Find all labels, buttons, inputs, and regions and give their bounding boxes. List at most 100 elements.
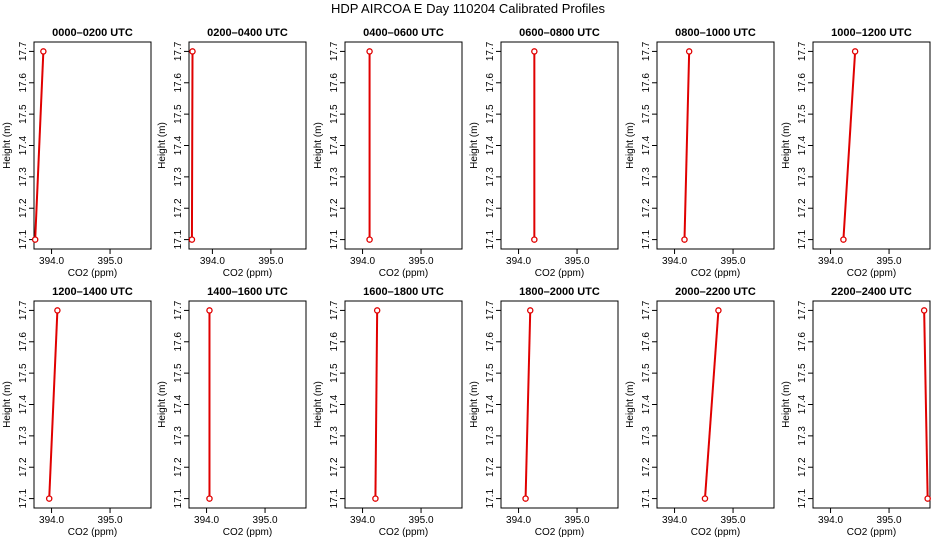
panel-4-ytick-label: 17.5 bbox=[485, 104, 496, 124]
panel-8-ytick-label: 17.1 bbox=[173, 488, 184, 508]
panel-11-xtick-label: 395.0 bbox=[721, 515, 746, 526]
panel-9-ytick-label: 17.3 bbox=[329, 426, 340, 446]
panel-4-ytick-label: 17.2 bbox=[485, 198, 496, 218]
panel-2-ytick-label: 17.3 bbox=[173, 167, 184, 187]
panel-2-profile-line bbox=[190, 51, 194, 240]
panel-3-xlabel: CO2 (ppm) bbox=[379, 268, 428, 279]
panel-10-xlabel: CO2 (ppm) bbox=[535, 527, 584, 538]
panel-9-data-point bbox=[373, 307, 381, 314]
panel-1-ytick-label: 17.5 bbox=[18, 104, 29, 124]
panel-12-profile-line bbox=[923, 310, 929, 499]
panel-10-ytick-label: 17.2 bbox=[485, 457, 496, 477]
panel-9-ytick-label: 17.1 bbox=[329, 488, 340, 508]
panel-5-xlabel: CO2 (ppm) bbox=[691, 268, 740, 279]
panel-9-ytick-label: 17.5 bbox=[329, 363, 340, 383]
panel-5-data-point bbox=[681, 236, 688, 243]
panel-11-profile-line bbox=[703, 310, 720, 499]
panel-3-ytick-label: 17.4 bbox=[329, 135, 340, 155]
panel-2-ytick-label: 17.1 bbox=[173, 229, 184, 249]
panel-1-ylabel: Height (m) bbox=[2, 122, 13, 169]
panel-3-xtick-label: 394.0 bbox=[350, 256, 375, 267]
panel-3-ytick-label: 17.3 bbox=[329, 167, 340, 187]
panel-1-ytick-label: 17.7 bbox=[18, 41, 29, 61]
panel-6-xtick-label: 394.0 bbox=[818, 256, 843, 267]
panel-7-ytick-label: 17.6 bbox=[18, 332, 29, 352]
panel-1-ytick-label: 17.1 bbox=[18, 229, 29, 249]
panel-8-ytick-label: 17.2 bbox=[173, 457, 184, 477]
panel-4-data-point bbox=[531, 48, 538, 55]
panel-2-frame bbox=[188, 41, 307, 250]
panel-2-ytick-label: 17.5 bbox=[173, 104, 184, 124]
panel-1-ytick-label: 17.3 bbox=[18, 167, 29, 187]
panel-9-profile-line bbox=[374, 310, 379, 499]
panel-6-xlabel: CO2 (ppm) bbox=[847, 268, 896, 279]
panel-5-profile-line bbox=[683, 51, 691, 240]
panel-12-ytick-label: 17.2 bbox=[797, 457, 808, 477]
panel-6-ytick-label: 17.1 bbox=[797, 229, 808, 249]
panel-8-ytick-label: 17.3 bbox=[173, 426, 184, 446]
panel-6-ytick-label: 17.5 bbox=[797, 104, 808, 124]
panel-9-xtick-label: 394.0 bbox=[350, 515, 375, 526]
panel-7-ylabel: Height (m) bbox=[2, 381, 13, 428]
panel-6-ytick-label: 17.3 bbox=[797, 167, 808, 187]
panel-10-xtick-label: 395.0 bbox=[565, 515, 590, 526]
panel-11-ytick-label: 17.2 bbox=[641, 457, 652, 477]
panel-6-title: 1000–1200 UTC bbox=[831, 27, 912, 39]
panel-5-ytick-label: 17.4 bbox=[641, 135, 652, 155]
panel-10-title: 1800–2000 UTC bbox=[519, 286, 600, 298]
panel-6-ytick-label: 17.6 bbox=[797, 73, 808, 93]
panel-5-data-point bbox=[685, 48, 693, 55]
panel-4-ytick-label: 17.1 bbox=[485, 229, 496, 249]
panel-4-xlabel: CO2 (ppm) bbox=[535, 268, 584, 279]
panel-5-xtick-label: 394.0 bbox=[662, 256, 687, 267]
panel-9-ylabel: Height (m) bbox=[313, 381, 324, 428]
panel-3-title: 0400–0600 UTC bbox=[363, 27, 444, 39]
panel-11-ytick-label: 17.5 bbox=[641, 363, 652, 383]
panel-3-ytick-label: 17.6 bbox=[329, 73, 340, 93]
panel-1-xtick-label: 394.0 bbox=[39, 256, 64, 267]
panel-4-xtick-label: 395.0 bbox=[565, 256, 590, 267]
panel-1-frame bbox=[33, 41, 152, 250]
panel-3-ylabel: Height (m) bbox=[313, 122, 324, 169]
panel-4-ytick-label: 17.4 bbox=[485, 135, 496, 155]
panel-4-ylabel: Height (m) bbox=[469, 122, 480, 169]
panel-2-title: 0200–0400 UTC bbox=[207, 27, 288, 39]
panel-12-data-point bbox=[924, 495, 931, 502]
panel-12-ytick-label: 17.4 bbox=[797, 394, 808, 414]
panel-6-data-point bbox=[851, 48, 859, 55]
panel-1-xlabel: CO2 (ppm) bbox=[68, 268, 117, 279]
panel-9-ytick-label: 17.6 bbox=[329, 332, 340, 352]
panel-6-data-point bbox=[840, 236, 847, 243]
panel-9-xtick-label: 395.0 bbox=[409, 515, 434, 526]
panel-3-ytick-label: 17.5 bbox=[329, 104, 340, 124]
panel-6-frame bbox=[812, 41, 931, 250]
panel-11-xlabel: CO2 (ppm) bbox=[691, 527, 740, 538]
panel-7-ytick-label: 17.2 bbox=[18, 457, 29, 477]
panel-8-xlabel: CO2 (ppm) bbox=[223, 527, 272, 538]
panel-7-data-point bbox=[45, 495, 53, 502]
panel-5-ytick-label: 17.7 bbox=[641, 41, 652, 61]
panel-11-ytick-label: 17.7 bbox=[641, 300, 652, 320]
panel-12-xlabel: CO2 (ppm) bbox=[847, 527, 896, 538]
panel-2-xlabel: CO2 (ppm) bbox=[223, 268, 272, 279]
figure-title: HDP AIRCOA E Day 110204 Calibrated Profi… bbox=[330, 1, 606, 16]
panel-7-title: 1200–1400 UTC bbox=[52, 286, 133, 298]
panel-2-ytick-label: 17.7 bbox=[173, 41, 184, 61]
panel-4-ytick-label: 17.7 bbox=[485, 41, 496, 61]
panel-4-frame bbox=[500, 41, 619, 250]
panel-2-data-point bbox=[188, 236, 196, 243]
panel-5-ytick-label: 17.2 bbox=[641, 198, 652, 218]
panel-8-ylabel: Height (m) bbox=[157, 381, 168, 428]
panel-4-ytick-label: 17.3 bbox=[485, 167, 496, 187]
panel-4-title: 0600–0800 UTC bbox=[519, 27, 600, 39]
panel-7-xlabel: CO2 (ppm) bbox=[68, 527, 117, 538]
panel-8-data-point bbox=[206, 495, 213, 502]
panel-8-ytick-label: 17.7 bbox=[173, 300, 184, 320]
panel-3-xtick-label: 395.0 bbox=[409, 256, 434, 267]
panel-7-xtick-label: 395.0 bbox=[98, 515, 123, 526]
panel-9-ytick-label: 17.4 bbox=[329, 394, 340, 414]
panel-7-ytick-label: 17.4 bbox=[18, 394, 29, 414]
panel-12-ytick-label: 17.5 bbox=[797, 363, 808, 383]
panel-5-ytick-label: 17.1 bbox=[641, 229, 652, 249]
panel-12-ytick-label: 17.7 bbox=[797, 300, 808, 320]
